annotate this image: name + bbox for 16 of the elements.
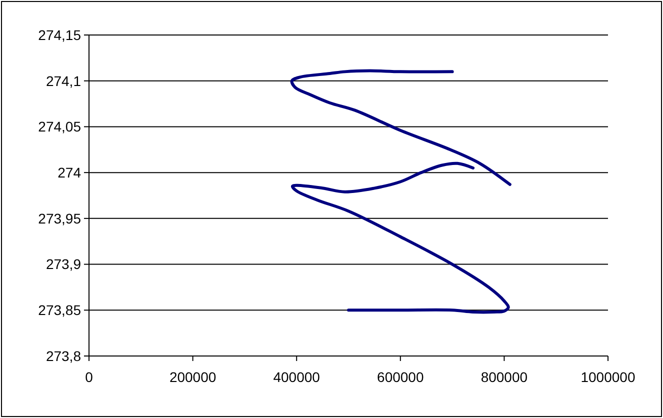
- y-tick-label: 274,05: [38, 118, 82, 135]
- x-tick-label: 800000: [480, 369, 528, 385]
- x-tick-label: 600000: [377, 369, 424, 385]
- y-tick-label: 273,85: [38, 302, 82, 318]
- line-series: [290, 162, 510, 314]
- y-tick-label: 274: [58, 164, 82, 180]
- x-tick-label: 400000: [273, 369, 320, 385]
- line-series: [290, 69, 512, 186]
- y-tick-label: 273,8: [46, 348, 82, 364]
- y-tick-label: 274,1: [46, 72, 82, 89]
- y-tick-label: 274,15: [38, 26, 82, 43]
- x-tick-label: 0: [85, 369, 94, 385]
- y-tick-label: 273,9: [46, 256, 82, 272]
- x-tick-label: 1000000: [580, 369, 636, 385]
- y-tick-label: 273,95: [38, 210, 82, 226]
- x-tick-label: 200000: [169, 369, 216, 385]
